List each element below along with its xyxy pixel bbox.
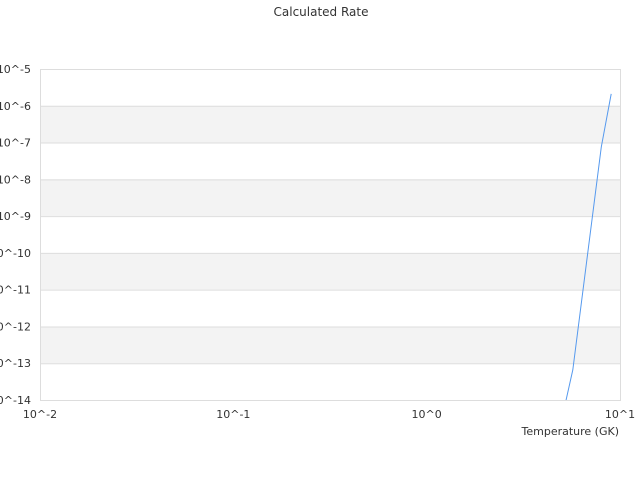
- x-axis-label: Temperature (GK): [521, 425, 620, 438]
- grid-band: [40, 326, 620, 364]
- y-tick-label: 10^-7: [0, 137, 31, 150]
- y-tick-label: 10^-12: [0, 320, 31, 333]
- y-tick-label: 10^-6: [0, 100, 31, 113]
- y-tick-label: 10^-8: [0, 173, 31, 186]
- y-tick-label: 10^-13: [0, 357, 31, 370]
- y-tick-label: 10^-11: [0, 284, 31, 297]
- grid-band: [40, 252, 620, 290]
- x-tick-label: 10^0: [412, 408, 442, 421]
- x-tick-label: 10^1: [605, 408, 635, 421]
- y-tick-label: 10^-10: [0, 247, 31, 260]
- chart-title: Calculated Rate: [274, 5, 369, 19]
- x-tick-label: 10^-1: [216, 408, 250, 421]
- y-tick-label: 10^-14: [0, 394, 31, 407]
- y-tick-label: 10^-5: [0, 63, 31, 76]
- grid-band: [40, 105, 620, 143]
- y-tick-label: 10^-9: [0, 210, 31, 223]
- plot-border: [40, 69, 621, 401]
- series-line: [565, 93, 612, 400]
- grid-band: [40, 179, 620, 217]
- x-tick-label: 10^-2: [23, 408, 57, 421]
